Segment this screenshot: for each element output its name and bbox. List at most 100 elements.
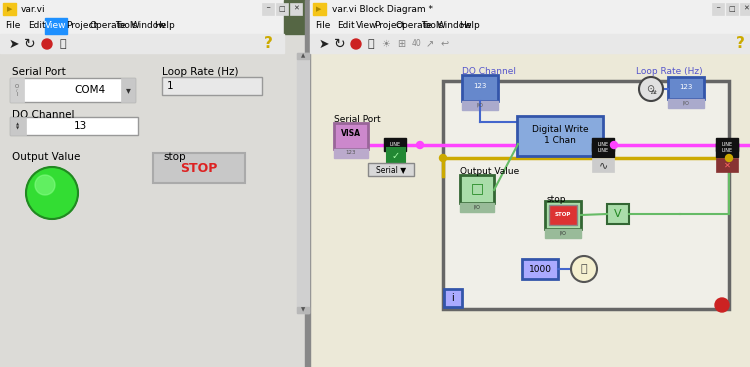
FancyBboxPatch shape — [545, 201, 581, 229]
Text: 40: 40 — [411, 40, 421, 48]
Circle shape — [610, 142, 617, 149]
Text: ─: ─ — [716, 7, 720, 11]
Text: VISA: VISA — [341, 128, 361, 138]
Text: 123: 123 — [680, 84, 693, 90]
Bar — [45, 18, 67, 34]
Bar — [310, 0, 750, 367]
Text: LINE: LINE — [722, 142, 733, 148]
Text: DO Channel: DO Channel — [462, 68, 516, 76]
Text: ✕: ✕ — [743, 6, 749, 12]
Bar — [284, 0, 309, 34]
FancyBboxPatch shape — [522, 259, 558, 279]
Bar — [262, 3, 274, 15]
Bar — [592, 143, 614, 157]
Text: ➤: ➤ — [319, 37, 329, 51]
Bar — [10, 117, 26, 135]
Circle shape — [725, 155, 733, 161]
Text: Window: Window — [131, 22, 166, 30]
Text: Operate: Operate — [396, 22, 433, 30]
FancyBboxPatch shape — [462, 75, 498, 101]
Text: var.vi Block Diagram *: var.vi Block Diagram * — [332, 4, 433, 14]
Text: ➤: ➤ — [9, 37, 20, 51]
Text: ⏱: ⏱ — [580, 264, 587, 274]
FancyBboxPatch shape — [153, 153, 245, 183]
Text: ─: ─ — [266, 7, 270, 11]
Bar — [0, 0, 309, 367]
Text: I: I — [16, 92, 18, 98]
Text: □: □ — [470, 181, 484, 195]
FancyBboxPatch shape — [444, 289, 462, 307]
Text: File: File — [315, 22, 330, 30]
Bar — [310, 34, 750, 53]
Bar — [297, 53, 309, 313]
Bar — [276, 3, 288, 15]
Text: LINE: LINE — [389, 142, 400, 148]
Bar — [10, 78, 24, 102]
Text: Serial Port: Serial Port — [334, 115, 380, 124]
Text: Loop Rate (Hz): Loop Rate (Hz) — [162, 67, 238, 77]
Text: stop: stop — [547, 195, 566, 203]
Text: DO Channel: DO Channel — [12, 110, 74, 120]
FancyBboxPatch shape — [334, 123, 368, 149]
Text: 1000: 1000 — [529, 265, 551, 273]
Circle shape — [42, 39, 52, 49]
Text: 123: 123 — [473, 83, 487, 89]
Text: ▾: ▾ — [125, 85, 130, 95]
Text: Output Value: Output Value — [12, 152, 80, 162]
Circle shape — [35, 175, 55, 195]
Text: 13: 13 — [74, 121, 86, 131]
Text: Serial ▼: Serial ▼ — [376, 166, 406, 174]
Text: ⏸: ⏸ — [368, 39, 374, 49]
Bar — [592, 138, 614, 151]
Text: ↩: ↩ — [441, 39, 449, 49]
Text: Project: Project — [374, 22, 405, 30]
Text: ✓: ✓ — [392, 151, 400, 161]
FancyBboxPatch shape — [368, 163, 414, 176]
Text: Serial Port: Serial Port — [12, 67, 66, 77]
Text: I/O: I/O — [476, 102, 484, 108]
Circle shape — [351, 39, 361, 49]
Text: View: View — [45, 22, 67, 30]
Text: ?: ? — [736, 36, 745, 51]
Circle shape — [26, 167, 78, 219]
Text: View: View — [356, 22, 377, 30]
Text: ▲: ▲ — [301, 54, 305, 58]
Bar — [545, 229, 581, 238]
Text: Operate: Operate — [89, 22, 126, 30]
Text: var.vi: var.vi — [21, 4, 46, 14]
Text: I/O: I/O — [682, 101, 689, 105]
Text: LINE: LINE — [598, 148, 608, 153]
Text: Help: Help — [459, 22, 480, 30]
FancyBboxPatch shape — [549, 205, 577, 225]
Text: □: □ — [279, 6, 285, 12]
Bar — [121, 78, 135, 102]
Text: File: File — [5, 22, 20, 30]
Bar — [592, 158, 614, 172]
Bar — [310, 0, 750, 18]
Text: Edit: Edit — [28, 22, 46, 30]
Text: Loop Rate (Hz): Loop Rate (Hz) — [636, 68, 703, 76]
Bar — [0, 18, 309, 34]
Text: 1: 1 — [167, 81, 173, 91]
Circle shape — [571, 256, 597, 282]
Text: ▼: ▼ — [16, 127, 20, 131]
Text: Δt: Δt — [650, 90, 657, 94]
Text: ▲: ▲ — [16, 122, 20, 126]
Bar — [726, 3, 738, 15]
Text: I/O: I/O — [560, 230, 566, 236]
Bar — [716, 143, 738, 157]
Bar — [668, 99, 704, 108]
Bar — [334, 149, 368, 158]
Circle shape — [440, 155, 446, 161]
FancyBboxPatch shape — [668, 77, 704, 99]
Bar — [305, 0, 310, 367]
Bar — [716, 138, 738, 151]
Text: O: O — [15, 84, 20, 90]
Text: ⊙: ⊙ — [646, 84, 654, 94]
Text: ↗: ↗ — [426, 39, 434, 49]
Bar — [712, 3, 724, 15]
FancyBboxPatch shape — [10, 78, 135, 102]
Bar — [0, 34, 284, 53]
Bar — [297, 307, 309, 313]
Text: Project: Project — [66, 22, 98, 30]
